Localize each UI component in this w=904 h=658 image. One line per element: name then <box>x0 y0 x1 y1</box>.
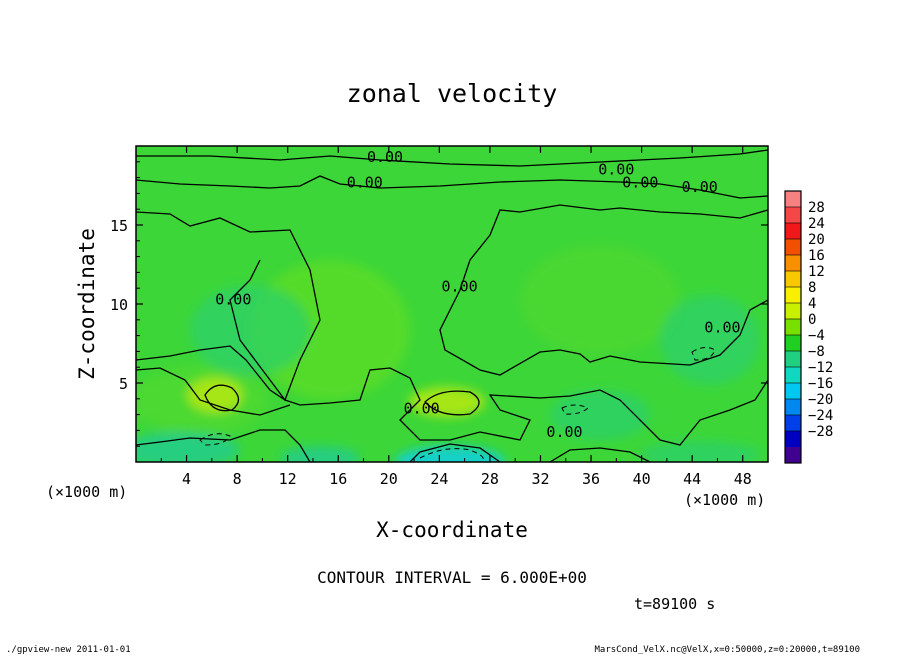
contour-label: 0.00 <box>546 423 582 441</box>
colorbar-swatch <box>785 223 801 240</box>
colorbar-swatch <box>785 319 801 336</box>
colorbar-label: −20 <box>808 392 833 408</box>
colorbar-swatch <box>785 207 801 224</box>
contour-label: 0.00 <box>215 290 251 308</box>
colorbar-label: −12 <box>808 360 833 376</box>
x-tick-label: 48 <box>734 470 752 488</box>
contour-label: 0.00 <box>598 161 634 179</box>
colorbar-label: 24 <box>808 216 825 232</box>
y-axis: 5 10 15 <box>110 161 768 447</box>
y-tick-label: 5 <box>119 375 128 393</box>
colorbar-swatch <box>785 191 801 208</box>
contour-labels: 0.000.000.000.00 0.000.000.000.000.000.00 <box>215 148 740 441</box>
contour-label: 0.00 <box>347 173 383 191</box>
x-tick-label: 36 <box>582 470 600 488</box>
colorbar-swatch <box>785 351 801 368</box>
x-tick-label: 44 <box>683 470 701 488</box>
x-axis: 4 8 12 16 20 24 28 32 36 40 44 48 <box>160 146 752 488</box>
footer-right: MarsCond_VelX.nc@VelX,x=0:50000,z=0:2000… <box>594 645 860 654</box>
contour-label: 0.00 <box>442 278 478 296</box>
time-label: t=89100 s <box>634 595 715 613</box>
colorbar-label: 20 <box>808 232 825 248</box>
colorbar-frame <box>784 190 802 464</box>
colorbar-swatch <box>785 447 801 464</box>
colorbar-label: 16 <box>808 248 825 264</box>
x-tick-label: 28 <box>481 470 499 488</box>
y-tick-label: 15 <box>110 217 128 235</box>
contour-label: 0.00 <box>404 399 440 417</box>
chart-title: zonal velocity <box>347 79 558 108</box>
colorbar-label: −28 <box>808 424 833 440</box>
contour-label: 0.00 <box>704 319 740 337</box>
x-tick-label: 8 <box>233 470 242 488</box>
colorbar-swatch <box>785 415 801 432</box>
contour-label: 0.00 <box>682 178 718 196</box>
colorbar-label: −24 <box>808 408 833 424</box>
contour-interval: CONTOUR INTERVAL = 6.000E+00 <box>317 568 587 587</box>
x-tick-label: 12 <box>279 470 297 488</box>
colorbar-label: 28 <box>808 200 825 216</box>
x-tick-label: 4 <box>182 470 191 488</box>
colorbar-swatch <box>785 303 801 320</box>
colorbar-swatch <box>785 367 801 384</box>
colorbar-swatch <box>785 255 801 272</box>
x-tick-label: 40 <box>633 470 651 488</box>
contour-label: 0.00 <box>622 173 658 191</box>
y-axis-label: Z-coordinate <box>75 228 99 380</box>
x-tick-label: 20 <box>380 470 398 488</box>
x-unit-left: (×1000 m) <box>46 483 127 501</box>
colorbar-swatch <box>785 383 801 400</box>
colorbar-swatch <box>785 335 801 352</box>
colorbar-swatch <box>785 399 801 416</box>
contour-label: 0.00 <box>367 148 403 166</box>
colorbar-swatch <box>785 271 801 288</box>
heatmap-field <box>136 146 768 462</box>
colorbar-swatch <box>785 239 801 256</box>
x-tick-label: 24 <box>430 470 448 488</box>
footer-left: ./gpview-new 2011-01-01 <box>6 645 131 654</box>
y-tick-label: 10 <box>110 296 128 314</box>
colorbar-label: 0 <box>808 312 816 328</box>
colorbar-swatch <box>785 431 801 448</box>
colorbar-label: 8 <box>808 280 816 296</box>
colorbar-label: −4 <box>808 328 825 344</box>
colorbar-label: −16 <box>808 376 833 392</box>
colorbar-label: 12 <box>808 264 825 280</box>
colorbar-label: −8 <box>808 344 825 360</box>
x-axis-label: X-coordinate <box>376 518 528 542</box>
x-unit-right: (×1000 m) <box>684 491 765 509</box>
colorbar-label: 4 <box>808 296 816 312</box>
colorbar-swatch <box>785 287 801 304</box>
x-tick-label: 16 <box>329 470 347 488</box>
x-tick-label: 32 <box>531 470 549 488</box>
